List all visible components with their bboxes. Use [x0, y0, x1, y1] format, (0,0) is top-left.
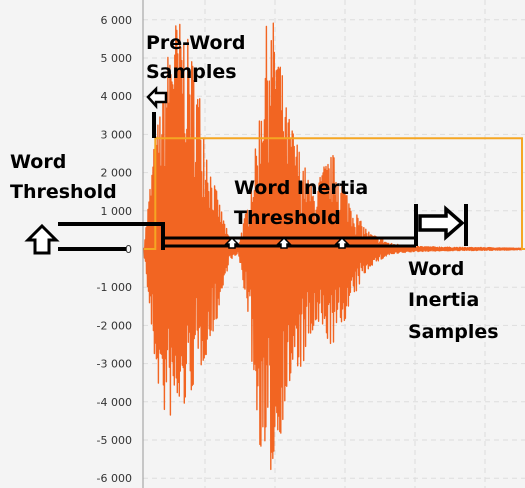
y-tick-label-3: 3 000	[101, 128, 133, 141]
word-threshold-up-arrow	[28, 226, 56, 253]
y-tick-label-4: 2 000	[101, 167, 133, 180]
inertia-right-arrow	[420, 209, 462, 237]
word-inertia-samples-label-line-1: Word	[408, 258, 464, 280]
word-inertia-threshold-label-line-2: Threshold	[234, 207, 341, 229]
y-tick-label-8: -2 000	[97, 319, 132, 332]
word-threshold-label-line-1: Word	[10, 151, 66, 173]
y-tick-label-6: 0	[125, 243, 132, 256]
y-tick-label-1: 5 000	[101, 52, 133, 65]
y-tick-label-12: -6 000	[97, 472, 132, 485]
y-tick-label-0: 6 000	[101, 14, 133, 27]
pre-word-label-line-1: Pre-Word	[146, 32, 246, 54]
word-inertia-samples-label-line-3: Samples	[408, 321, 499, 343]
y-tick-label-7: -1 000	[97, 281, 132, 294]
y-tick-label-9: -3 000	[97, 358, 132, 371]
y-tick-label-5: 1 000	[101, 205, 133, 218]
word-inertia-threshold-label-line-1: Word Inertia	[234, 177, 368, 199]
word-inertia-samples-label-line-2: Inertia	[408, 289, 479, 311]
y-tick-label-11: -5 000	[97, 434, 132, 447]
y-tick-label-2: 4 000	[101, 90, 133, 103]
word-threshold-label-line-2: Threshold	[10, 181, 117, 203]
y-tick-label-10: -4 000	[97, 396, 132, 409]
pre-word-label-line-2: Samples	[146, 61, 237, 83]
